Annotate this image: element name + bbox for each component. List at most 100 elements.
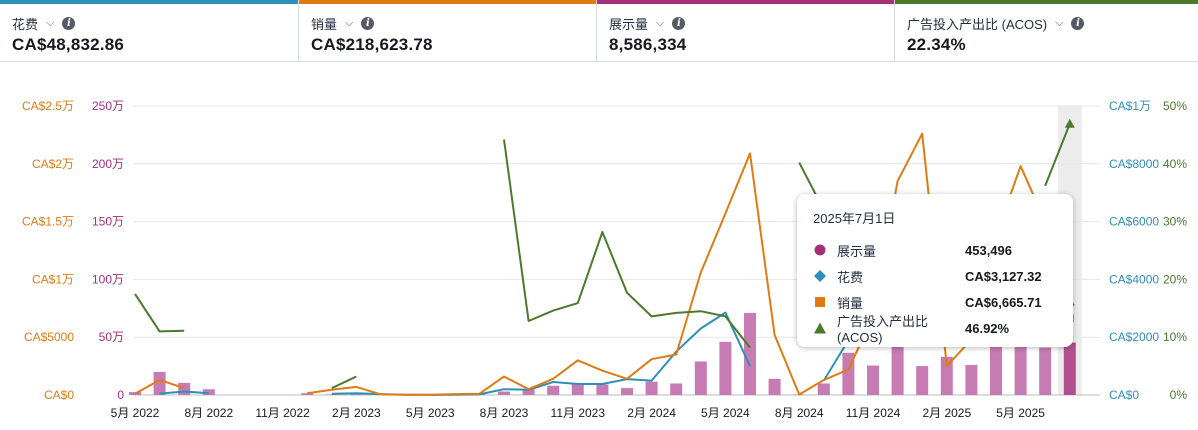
spend-axis-tick: CA$2000 [1109,330,1159,344]
info-icon[interactable]: i [672,16,686,30]
info-icon[interactable]: i [62,16,76,30]
triangle-marker-icon [813,322,827,334]
impressions-axis-tick: 200万 [92,157,124,171]
metric-value: CA$218,623.78 [311,35,433,54]
impressions-bar [547,385,560,395]
diamond-marker-icon [813,270,827,282]
chart-tooltip: 2025年7月1日 展示量 453,496 花费 CA$3,127.32 销量 … [797,194,1073,347]
x-axis-tick: 2月 2024 [627,406,676,420]
metric-label: 展示量 [609,16,649,32]
tooltip-row-spend: 花费 CA$3,127.32 [813,263,1057,289]
impressions-bar [965,364,978,395]
impressions-bar [768,378,781,395]
impressions-bar [621,388,633,395]
spend-axis-tick: CA$6000 [1109,215,1159,229]
tooltip-series-value: CA$3,127.32 [965,268,1042,284]
performance-chart[interactable]: CA$0 CA$5000 CA$1万 CA$1.5万 CA$2万 CA$2.5万 0 50万 1… [0,62,1198,430]
chevron-down-icon[interactable]: ⌵ [656,16,665,29]
x-axis-tick: 8月 2023 [480,406,529,420]
spend-axis-tick: CA$0 [1109,388,1139,402]
impressions-axis-tick: 50万 [99,330,124,344]
impressions-bar [522,389,535,395]
impressions-axis-tick: 150万 [92,215,124,229]
acos-marker [1064,118,1075,128]
tooltip-series-name: 广告投入产出比 (ACOS) [837,314,929,345]
impressions-bar [990,346,1002,395]
info-icon[interactable]: i [361,16,375,30]
metric-value: CA$48,832.86 [12,35,125,54]
impressions-bar [817,383,830,395]
impressions-bar [1039,347,1052,395]
acos-axis-tick: 30% [1163,215,1187,229]
x-axis-tick: 8月 2022 [184,406,233,420]
sales-axis-tick: CA$1万 [32,272,74,286]
x-axis-tick: 11月 2023 [551,406,606,420]
metric-color-bar [895,0,1198,4]
tooltip-series-value: CA$6,665.71 [965,294,1042,310]
tooltip-row-acos: 广告投入产出比 (ACOS) 46.92% [813,314,1057,345]
metric-cards: 花费 ⌵ i CA$48,832.86 销量 ⌵ i CA$218,623.78… [0,0,1198,62]
metric-card-impressions[interactable]: 展示量 ⌵ i 8,586,334 [597,0,895,62]
acos-axis-tick: 50% [1163,99,1187,113]
impressions-bar [719,341,732,395]
metric-label: 销量 [311,16,338,32]
spend-axis-tick: CA$4000 [1109,272,1159,286]
impressions-bar [744,312,756,395]
impressions-bar [202,389,215,395]
acos-axis-tick: 20% [1163,272,1187,286]
chevron-down-icon[interactable]: ⌵ [345,16,354,29]
tooltip-series-name: 销量 [837,295,864,311]
x-axis-tick: 5月 2022 [111,406,160,420]
tooltip-row-sales: 销量 CA$6,665.71 [813,289,1057,315]
impressions-bar [498,391,510,395]
impressions-bar [670,383,683,395]
impressions-bar [178,382,191,395]
circle-marker-icon [813,244,827,256]
x-axis-tick: 5月 2024 [701,406,750,420]
x-axis-tick: 11月 2022 [255,406,310,420]
impressions-bar [891,334,904,395]
acos-axis-tick: 10% [1163,330,1187,344]
sales-axis-tick: CA$5000 [24,330,74,344]
impressions-bar [153,371,166,395]
square-marker-icon [813,296,827,308]
sales-axis-tick: CA$1.5万 [22,215,74,229]
tooltip-series-value: 453,496 [965,242,1012,258]
series-line [134,123,1071,390]
impressions-axis-tick: 0 [117,388,124,402]
impressions-bar [596,384,609,395]
impressions-bar [1014,341,1027,395]
sales-axis-tick: CA$2万 [32,157,74,171]
spend-axis-tick: CA$1万 [1109,99,1151,113]
metric-label: 花费 [12,16,39,32]
x-axis-tick: 2月 2025 [922,406,971,420]
tooltip-series-name: 花费 [837,269,864,285]
impressions-bar [940,356,953,395]
metric-card-sales[interactable]: 销量 ⌵ i CA$218,623.78 [299,0,597,62]
metric-label: 广告投入产出比 (ACOS) [907,16,1048,32]
impressions-axis-tick: 250万 [92,99,124,113]
info-icon[interactable]: i [1071,16,1085,30]
impressions-bar [916,366,929,395]
x-axis-tick: 8月 2024 [775,406,824,420]
x-axis-tick: 11月 2024 [846,406,901,420]
tooltip-series-name: 展示量 [837,243,877,259]
chevron-down-icon[interactable]: ⌵ [46,16,55,29]
spend-axis-tick: CA$8000 [1109,157,1159,171]
impressions-bar [694,361,707,395]
metric-color-bar [597,0,894,4]
impressions-bar [867,365,879,395]
x-axis-tick: 5月 2025 [996,406,1045,420]
chevron-down-icon[interactable]: ⌵ [1055,16,1064,29]
metric-card-acos[interactable]: 广告投入产出比 (ACOS) ⌵ i 22.34% [895,0,1198,62]
sales-axis-tick: CA$0 [44,388,74,402]
x-axis-tick: 5月 2023 [406,406,455,420]
impressions-bar [301,393,314,395]
impressions-bar [571,384,584,395]
acos-axis-tick: 40% [1163,157,1187,171]
tooltip-series-value: 46.92% [965,320,1010,336]
impressions-bar [645,381,658,395]
metric-card-spend[interactable]: 花费 ⌵ i CA$48,832.86 [0,0,299,62]
sales-axis-tick: CA$2.5万 [22,99,74,113]
x-axis-tick: 2月 2023 [332,406,381,420]
